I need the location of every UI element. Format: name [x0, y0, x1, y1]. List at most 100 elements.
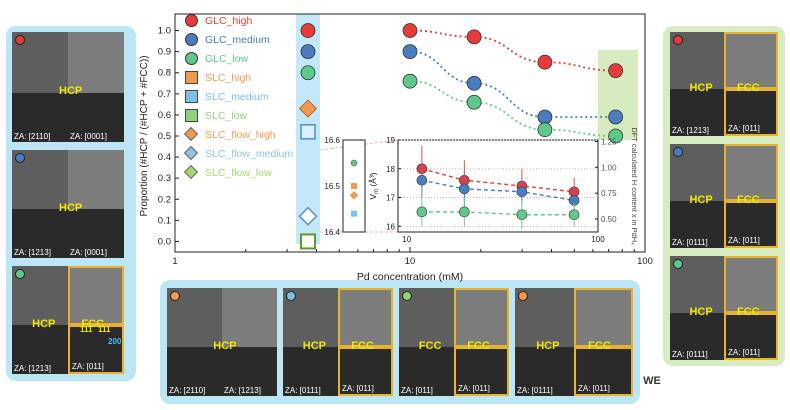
fft-image: ZA: [2110] [12, 92, 68, 142]
point-GLC_low [466, 94, 482, 110]
point-GLC_low [608, 128, 624, 144]
zone-axis-label: ZA: [1213] [224, 385, 261, 395]
inset-point-GLC_medium [459, 183, 470, 195]
legend-marker [185, 52, 198, 65]
fft-image: ZA: [1213] [670, 89, 724, 136]
phase-label: HCP [689, 81, 713, 94]
watermark-text: 웹이코노미 [688, 369, 780, 391]
y-tick-label: 0.7 [158, 89, 171, 100]
legend-label: GLC_high [205, 15, 253, 27]
fft-image: ZA: [0001] [68, 209, 124, 258]
miller-index-label: 111 [80, 325, 93, 334]
inset-side-point [351, 183, 357, 189]
zone-axis-label: ZA: [1213] [672, 125, 709, 135]
phase-label: HCP [213, 339, 237, 352]
phase-label: HCP [689, 193, 713, 206]
legend-marker [183, 145, 199, 161]
inset-point-GLC_low [416, 206, 428, 218]
sample-marker [170, 291, 180, 301]
phase-label: FCC [736, 193, 760, 206]
legend-marker [185, 90, 198, 103]
zone-axis-label: ZA: [011] [728, 123, 760, 133]
legend-marker [185, 33, 198, 46]
y-tick-label: 0.9 [158, 47, 171, 58]
legend-label: SLC_low [205, 110, 248, 122]
phase-label: FCC [736, 81, 760, 94]
slc-point [300, 44, 316, 60]
inset-y2-label: DFT calculated H content x in PdHₓ [630, 127, 639, 245]
inset-side-point [349, 190, 359, 200]
sample-marker [673, 259, 683, 269]
y-tick-label: 0.8 [158, 68, 171, 79]
legend-marker [183, 164, 199, 180]
phase-label: HCP [689, 305, 713, 318]
sample-marker [402, 291, 412, 301]
inset-line-GLC_low [421, 211, 575, 216]
fft-image: ZA: [011] [574, 347, 633, 396]
y-tick-label: 0.2 [158, 194, 171, 205]
fft-image: ZA: [1213] [222, 347, 277, 396]
y-tick-label: 1.0 [158, 26, 171, 37]
zone-axis-label: ZA: [011] [728, 347, 760, 357]
y-tick-label: 0.3 [158, 173, 171, 184]
inset-side-tick-label: 16.4 [324, 228, 340, 237]
inset-line-GLC_medium [421, 179, 575, 202]
inset-side-tick-label: 16.5 [324, 182, 340, 191]
legend-label: SLC_flow_medium [205, 148, 294, 160]
legend-marker [185, 14, 198, 27]
fft-image: ZA: [2110] [167, 347, 222, 396]
zone-axis-label: ZA: [0111] [517, 385, 553, 395]
point-GLC_high [608, 63, 624, 79]
legend-label: SLC_flow_high [205, 129, 276, 141]
series-line-GLC_high [409, 29, 616, 72]
fft-image: ZA: [011] [68, 325, 124, 374]
phase-label: FCC [418, 339, 442, 352]
legend-marker [185, 71, 198, 84]
sample-marker [15, 153, 25, 163]
sample-marker [15, 35, 25, 45]
phase-label: HCP [59, 84, 83, 97]
slc-point [300, 23, 316, 38]
fft-image: ZA: [011] [724, 201, 778, 248]
phase-label: HCP [59, 201, 83, 214]
zone-axis-label: ZA: [0111] [285, 385, 321, 395]
tem-image [68, 32, 124, 93]
phase-label: FCC [588, 339, 611, 352]
inset-y-tick-label: 18 [386, 165, 395, 174]
phase-label: HCP [302, 339, 327, 352]
fft-image: ZA: [0001] [68, 92, 124, 142]
series-line-GLC_low [409, 80, 616, 137]
zone-axis-label: ZA: [0111] [672, 349, 708, 359]
inset-y-label: Vm (Å³) [368, 172, 380, 199]
phase-label: FCC [351, 339, 374, 352]
inset-frame [397, 139, 599, 233]
fft-image: ZA: [011] [454, 347, 509, 396]
zone-axis-label: ZA: [011] [458, 383, 490, 393]
inset-y-tick-label: 16 [386, 222, 395, 231]
y-tick-label: 0.1 [158, 215, 171, 226]
slc-point [300, 124, 316, 140]
inset-point-GLC_low [516, 209, 528, 221]
inset-y2-tick-label: 0.75 [601, 189, 617, 198]
fft-image: ZA: [1213] [12, 209, 68, 258]
inset-x-tick-label: 10 [402, 235, 411, 244]
y-tick-label: 0.4 [158, 152, 171, 163]
point-GLC_medium [466, 75, 482, 91]
point-GLC_medium [608, 109, 624, 125]
inset-y-tick-label: 19 [386, 136, 395, 145]
miller-index-label: 200 [108, 337, 122, 346]
point-GLC_high [537, 54, 553, 70]
y-tick-label: 0.0 [158, 236, 171, 247]
point-GLC_medium [537, 109, 553, 125]
tem-image [724, 256, 778, 314]
series-line-GLC_medium [409, 50, 616, 118]
inset-y2-tick-label: 1.00 [601, 163, 617, 172]
tem-image [724, 32, 778, 90]
y-axis-label: Proportion (#HCP / (#HCP + #FCC)) [139, 55, 150, 216]
phase-label: HCP [32, 317, 56, 330]
fft-image: ZA: [0111] [283, 347, 338, 396]
slc-point [300, 65, 316, 81]
zone-axis-label: ZA: [011] [342, 383, 374, 393]
sample-marker [673, 35, 683, 45]
